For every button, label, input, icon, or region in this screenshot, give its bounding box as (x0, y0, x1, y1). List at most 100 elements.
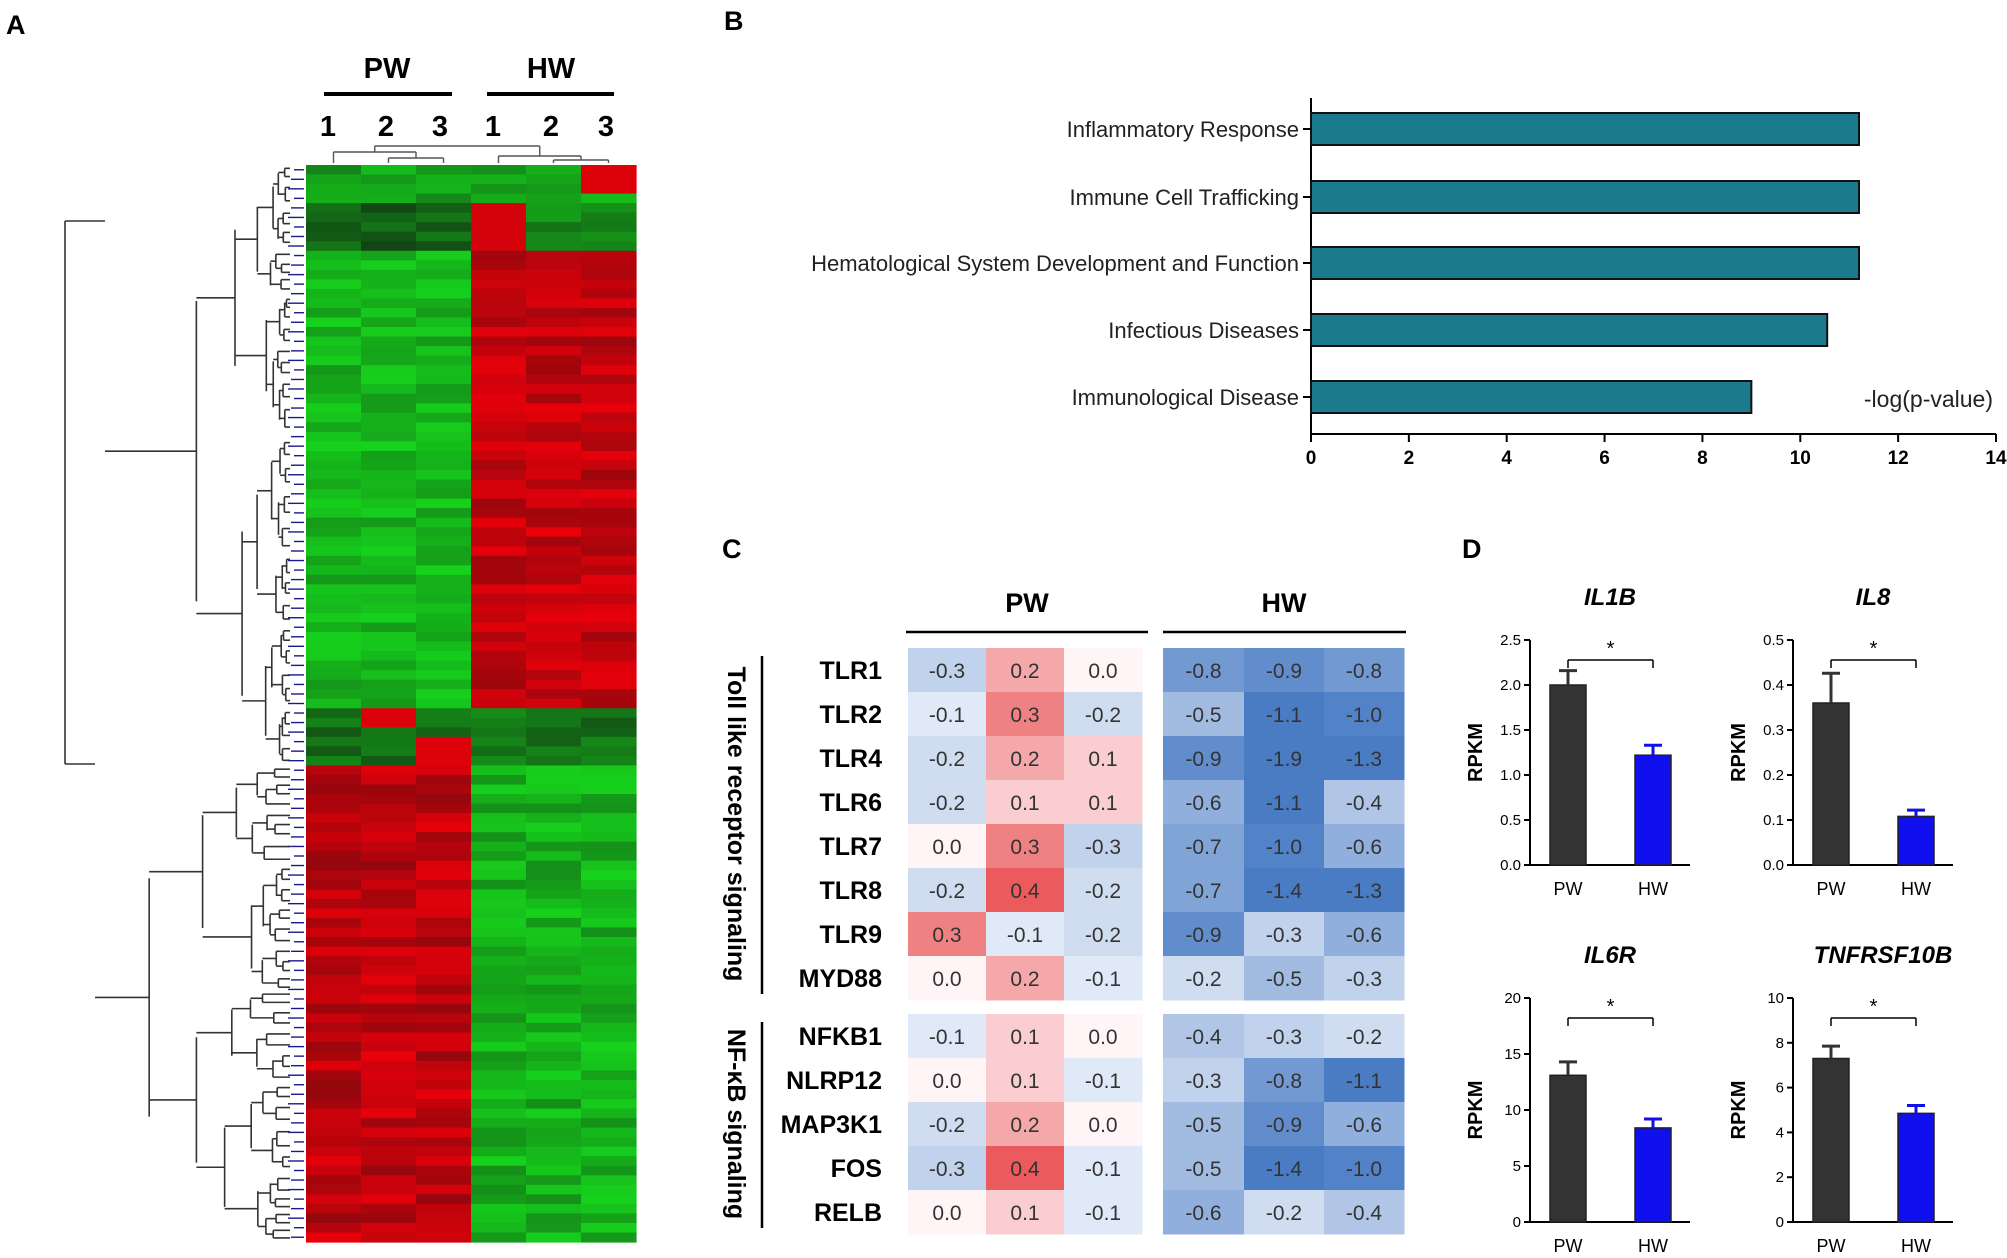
heatmap-cell (526, 298, 582, 309)
heatmap-cell (581, 679, 637, 690)
cell-value: -0.2 (1085, 924, 1121, 947)
heatmap-cell (361, 1222, 417, 1234)
y-tick-label: 8 (1776, 1035, 1784, 1052)
heatmap-cell (581, 1022, 637, 1033)
heatmap-cell (986, 780, 1065, 825)
heatmap-cell (1324, 780, 1405, 825)
cell-value: -0.6 (1346, 924, 1382, 947)
heatmap-cell (526, 822, 582, 833)
heatmap-cell (471, 898, 527, 910)
heatmap-cell (361, 269, 417, 280)
heatmap-cell (471, 946, 527, 957)
cell-value: 0.1 (1088, 748, 1117, 771)
cell-value: 0.1 (1010, 1070, 1039, 1093)
gene-label: TLR4 (820, 745, 883, 773)
heatmap-cell (526, 1003, 582, 1014)
heatmap-cell (416, 327, 472, 338)
heatmap-cell (1244, 1058, 1325, 1103)
heatmap-cell (581, 184, 637, 195)
heatmap-cell (471, 203, 527, 214)
heatmap-cell (986, 1058, 1065, 1103)
heatmap-cell (526, 632, 582, 643)
heatmap-cell (416, 441, 472, 452)
heatmap-cell (416, 222, 472, 233)
heatmap-cell (1163, 868, 1245, 913)
heatmap-cell (986, 1102, 1065, 1147)
heatmap-cell (526, 774, 582, 786)
heatmap-cell (471, 1089, 527, 1100)
heatmap-cell (581, 765, 637, 776)
heatmap-cell (471, 174, 527, 185)
heatmap-cell (581, 250, 637, 261)
heatmap-cell (416, 651, 472, 662)
heatmap-cell (471, 1079, 527, 1091)
heatmap-cell (416, 1118, 472, 1129)
heatmap-cell (306, 193, 362, 204)
heatmap-cell (581, 1203, 637, 1215)
y-tick-label: 15 (1504, 1046, 1521, 1063)
heatmap-cell (581, 860, 637, 871)
heatmap-cell (416, 203, 472, 214)
heatmap-cell (361, 222, 417, 233)
heatmap-cell (306, 860, 362, 871)
heatmap-cell (471, 165, 527, 176)
bar (1812, 1057, 1850, 1223)
pathway-bar (1310, 313, 1829, 347)
cell-value: 0.1 (1088, 792, 1117, 815)
heatmap-cell (526, 431, 582, 442)
heatmap-cell (526, 393, 582, 404)
group-label-pw: PW (364, 53, 411, 85)
heatmap-cell (416, 584, 472, 595)
heatmap-cell (416, 822, 472, 833)
group-label-hw: HW (1262, 588, 1307, 618)
cell-value: -0.3 (1346, 968, 1382, 991)
heatmap-cell (471, 994, 527, 1005)
y-tick-label: 5 (1513, 1158, 1521, 1175)
heatmap-cell (416, 174, 472, 185)
heatmap-cell (1324, 1014, 1405, 1059)
heatmap-cell (416, 1108, 472, 1119)
cell-value: -0.1 (929, 1026, 965, 1049)
heatmap-cell (581, 1146, 637, 1157)
heatmap-cell (361, 336, 417, 347)
heatmap-cell (306, 412, 362, 423)
bar (1812, 702, 1850, 866)
heatmap-cell (306, 1051, 362, 1062)
heatmap-cell (416, 1175, 472, 1186)
row-dendrogram (64, 167, 304, 1239)
heatmap-cell (306, 422, 362, 433)
section-label: NF-κB signaling (722, 1029, 750, 1219)
heatmap-cell (361, 746, 417, 757)
heatmap-cell (526, 698, 582, 709)
heatmap-cell (306, 946, 362, 957)
heatmap-cell (581, 794, 637, 805)
heatmap-cell (306, 489, 362, 500)
heatmap-cell (471, 774, 527, 786)
heatmap-cell (416, 498, 472, 509)
heatmap-cell (526, 641, 582, 652)
heatmap-cell (471, 327, 527, 338)
heatmap-cell (526, 1118, 582, 1129)
panel-b-pathway-bar-chart: Inflammatory Response Immune Cell Traffic… (811, 98, 2007, 469)
heatmap-cell (361, 1156, 417, 1167)
cell-value: -0.7 (1185, 836, 1221, 859)
heatmap-cell (471, 346, 527, 357)
heatmap-cell (416, 336, 472, 347)
heatmap-cell (361, 250, 417, 261)
heatmap-cell (526, 946, 582, 957)
heatmap-cell (306, 231, 362, 242)
heatmap-cell (471, 307, 527, 319)
heatmap-cell (306, 165, 362, 176)
heatmap-cell (361, 1022, 417, 1033)
heatmap-cell (526, 1146, 582, 1157)
heatmap-cell (306, 260, 362, 271)
heatmap-cell (581, 469, 637, 481)
heatmap-cell (306, 460, 362, 471)
heatmap-cell (361, 660, 417, 671)
heatmap-cell (581, 355, 637, 366)
heatmap-cell (471, 689, 527, 700)
heatmap-cell (361, 946, 417, 957)
heatmap-cell (581, 441, 637, 452)
category-label: HW (1901, 1236, 1931, 1256)
heatmap-cell (581, 527, 637, 538)
